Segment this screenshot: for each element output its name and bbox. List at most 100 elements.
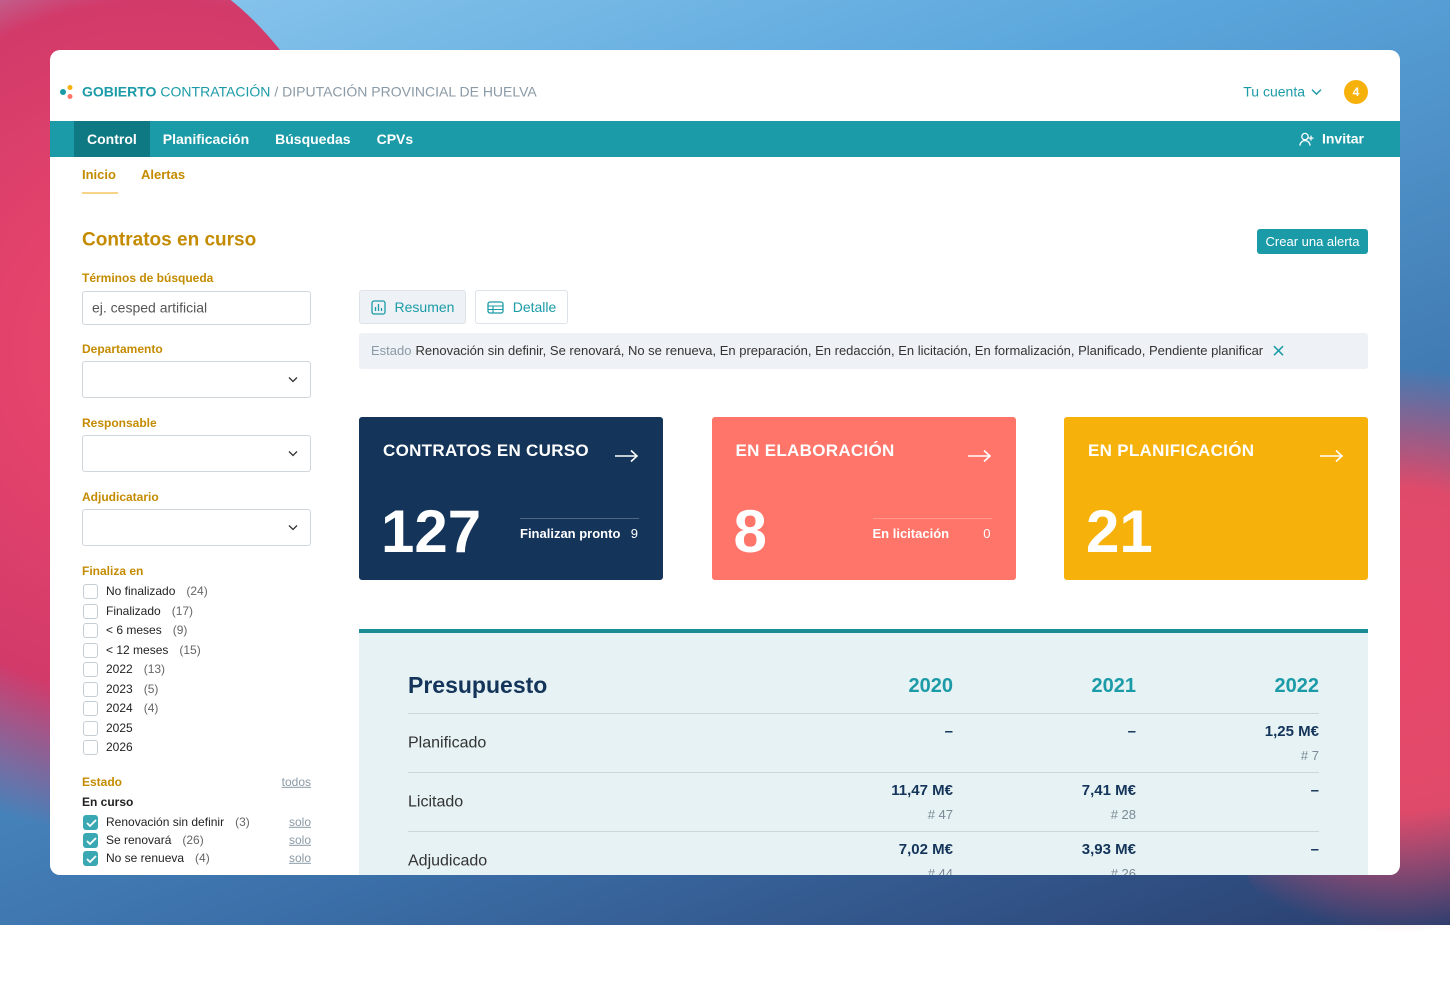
option-label: 2022	[106, 661, 133, 676]
option-label: Renovación sin definir	[106, 814, 225, 829]
account-label: Tu cuenta	[1243, 83, 1305, 100]
amount: 1,25 M€	[1264, 723, 1319, 740]
search-input[interactable]: ej. cesped artificial	[82, 291, 311, 325]
year-header: 2022	[1274, 675, 1320, 697]
notification-badge[interactable]: 4	[1344, 80, 1368, 104]
checkbox[interactable]	[83, 662, 98, 677]
select-box[interactable]	[82, 509, 311, 546]
card-sub-value: 9	[630, 526, 638, 542]
row-label: Planificado	[408, 734, 487, 752]
amount: –	[1310, 782, 1319, 799]
select-label: Adjudicatario	[82, 489, 159, 504]
row-divider	[408, 772, 1319, 773]
view-button[interactable]: Detalle	[475, 290, 568, 324]
amount: 7,02 M€	[898, 841, 953, 858]
subnav-tab[interactable]: Inicio	[82, 167, 116, 183]
select-box[interactable]	[82, 361, 311, 398]
filter-name: Estado	[371, 343, 412, 359]
subnav-tab[interactable]: Alertas	[141, 167, 186, 183]
checkbox-label: 2024 (4)	[106, 701, 158, 715]
summary-card[interactable]: CONTRATOS EN CURSO 127 Finalizan pronto 9	[359, 417, 663, 580]
checkbox[interactable]	[83, 740, 98, 755]
search-placeholder: ej. cesped artificial	[92, 299, 208, 316]
active-filter: Estado Renovación sin definir, Se renovar…	[359, 333, 1368, 369]
search-label: Términos de búsqueda	[82, 270, 214, 285]
view-button[interactable]: Resumen	[359, 290, 466, 324]
option-label: No se renueva	[106, 850, 185, 865]
card-sub-label: En licitación	[872, 526, 950, 542]
checkbox[interactable]	[83, 584, 98, 599]
arrow-icon	[1320, 449, 1344, 463]
option-label: 2025	[106, 720, 133, 735]
organization: / DIPUTACIÓN PROVINCIAL DE HUELVA	[274, 83, 537, 100]
invite-icon	[1299, 132, 1314, 146]
select-label: Responsable	[82, 415, 157, 430]
checkbox-label: < 12 meses (15)	[106, 642, 201, 656]
card-title: EN PLANIFICACIÓN	[1088, 440, 1255, 460]
checkbox[interactable]	[83, 642, 98, 658]
nav-tab[interactable]: Planificación	[162, 131, 250, 147]
filter-value: Renovación sin definir, Se renovará, No …	[415, 343, 1264, 359]
account-menu[interactable]: Tu cuenta	[1243, 84, 1322, 101]
nav-tab[interactable]: Búsquedas	[275, 131, 351, 147]
checkbox[interactable]	[83, 701, 98, 716]
select-box[interactable]	[82, 435, 311, 472]
option-count: (4)	[143, 700, 159, 715]
checkbox[interactable]	[83, 815, 98, 830]
chevron-icon	[288, 525, 298, 531]
checkbox[interactable]	[83, 681, 98, 697]
option-count: (24)	[186, 583, 208, 598]
budget-table: Presupuesto 2020 2021 2022 Planificado – – 1,25…	[359, 629, 1368, 875]
option-count: (15)	[179, 642, 201, 657]
option-label: 2023	[106, 681, 133, 696]
nav-tab[interactable]: CPVs	[376, 131, 414, 147]
only-link[interactable]: solo	[288, 832, 311, 847]
checkbox[interactable]	[83, 851, 98, 866]
option-count: (17)	[171, 603, 194, 618]
checkbox[interactable]	[83, 603, 98, 619]
card-title: EN ELABORACIÓN	[735, 440, 895, 460]
amount: –	[1310, 841, 1319, 858]
invite-label: Invitar	[1321, 130, 1364, 147]
only-link[interactable]: solo	[288, 814, 311, 829]
checkbox-label: 2025	[106, 720, 133, 734]
count: # 44	[927, 866, 953, 875]
card-divider	[520, 518, 639, 519]
option-label: 2026	[106, 739, 133, 754]
row-divider	[408, 713, 1319, 714]
check-icon	[86, 837, 97, 846]
nav-bar	[50, 121, 1400, 157]
active-underline	[82, 192, 118, 194]
checkbox[interactable]	[83, 623, 98, 638]
invite-button[interactable]: Invitar	[1299, 131, 1364, 148]
app-window: GOBIERTO CONTRATACIÓN / DIPUTACIÓN PROVINC…	[50, 50, 1400, 875]
amount: 3,93 M€	[1081, 841, 1136, 858]
group-label: En curso	[82, 794, 134, 809]
checkbox-label: Renovación sin definir (3)	[106, 815, 250, 829]
count: # 7	[1300, 748, 1319, 764]
nav-tab[interactable]: Control	[74, 121, 150, 157]
summary-card[interactable]: EN ELABORACIÓN 8 En licitación 0	[711, 417, 1016, 580]
option-label: < 12 meses	[106, 642, 169, 657]
remove-filter-icon[interactable]	[1273, 345, 1284, 357]
row-label: Adjudicado	[408, 852, 488, 870]
option-label: Se renovará	[106, 832, 172, 847]
count: # 28	[1110, 807, 1136, 823]
chevron-icon	[1311, 89, 1322, 96]
summary-card[interactable]: EN PLANIFICACIÓN 21	[1064, 417, 1368, 580]
option-label: No finalizado	[106, 583, 176, 598]
checkbox[interactable]	[83, 833, 98, 848]
filter-text: Estado Renovación sin definir, Se renovar…	[371, 343, 1284, 359]
option-label: < 6 meses	[106, 622, 162, 637]
select-all-link[interactable]: todos	[281, 774, 311, 789]
checkbox[interactable]	[83, 720, 98, 736]
option-label: Finalizado	[106, 603, 161, 618]
create-alert-button[interactable]: Crear una alerta	[1257, 229, 1368, 254]
brand-name: GOBIERTO	[82, 83, 157, 100]
amount: 11,47 M€	[891, 782, 953, 799]
brand[interactable]: GOBIERTO CONTRATACIÓN / DIPUTACIÓN PROVINC…	[82, 84, 537, 101]
arrow-icon	[615, 449, 639, 463]
option-count: (3)	[235, 814, 250, 829]
table-title: Presupuesto	[408, 672, 548, 699]
only-link[interactable]: solo	[288, 850, 311, 865]
